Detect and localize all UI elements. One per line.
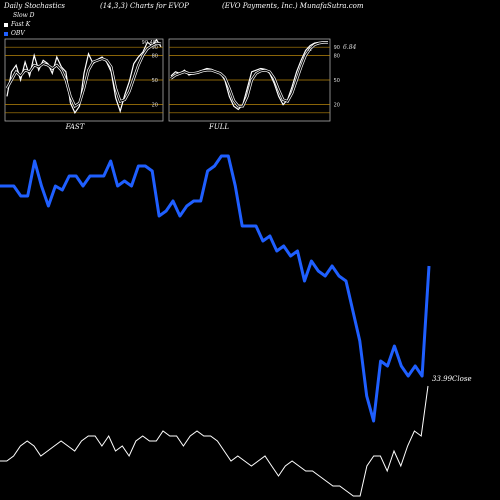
legend-label-fast-k: Fast K [11, 21, 31, 28]
legend-obv: OBV [4, 30, 25, 37]
full-tick-label: 20 [334, 103, 340, 109]
full-slow-d-line [170, 41, 328, 107]
fast-panel: 20 50 80 90 90.48 FAST [4, 38, 164, 131]
obv-swatch [4, 31, 8, 36]
fast-panel-label: FAST [65, 123, 86, 131]
fast-tick-label: 50 [152, 78, 158, 84]
fast-tick-label: 80 [152, 53, 158, 59]
title-mid: (14,3,3) Charts for EVOP [100, 2, 189, 10]
legend-slow-d: Slow D [4, 12, 35, 19]
full-tick-label: 90 [334, 45, 340, 51]
legend-label-slow-d: Slow D [13, 12, 35, 19]
full-panel: 20 50 80 90 N 6.84 FULL [168, 38, 357, 131]
fast-slow-d-line [6, 42, 162, 108]
legend-label-obv: OBV [11, 30, 25, 37]
slow-d-swatch [4, 12, 10, 19]
title-left: Daily Stochastics [4, 2, 66, 10]
full-panel-label: FULL [208, 123, 229, 131]
title-right: (EVO Payments, Inc.) MunafaSutra.com [222, 2, 364, 10]
fast-tick-label: 20 [152, 103, 158, 109]
main-plot [0, 154, 431, 497]
full-fast-k-line [170, 41, 328, 111]
price-line [0, 385, 429, 497]
full-tick-label: 50 [334, 78, 340, 84]
fast-k-swatch [4, 22, 8, 27]
legend-fast-k: Fast K [4, 21, 30, 28]
obv-line [0, 154, 431, 423]
fast-value-label: 90.48 [142, 40, 156, 46]
close-label: 33.99Close [432, 375, 472, 383]
full-tick-label: 80 [334, 53, 340, 59]
fast-fast-k-line [6, 38, 162, 115]
full-value-label: 6.84 [343, 44, 357, 51]
fast-tick-label: 90 [152, 45, 158, 51]
full-marker-label: N [308, 47, 312, 53]
